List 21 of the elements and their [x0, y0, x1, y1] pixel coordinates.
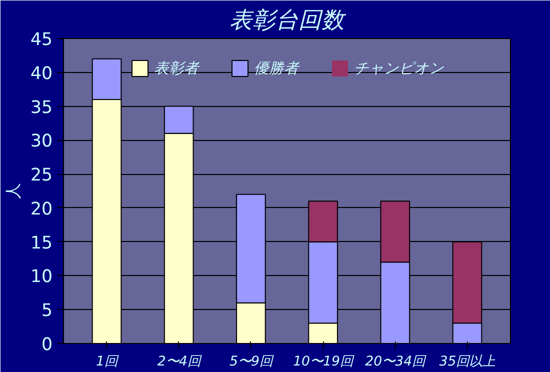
y-tick-label: 20 [30, 199, 53, 220]
y-tick-label: 10 [30, 267, 53, 288]
legend-label: 表彰者 [154, 58, 199, 78]
x-tick-label: 2〜4回 [157, 354, 202, 370]
y-tick-label: 25 [30, 166, 53, 186]
x-tick-label: 5〜9回 [229, 354, 274, 370]
y-tick-label: 45 [30, 30, 53, 50]
y-tick-label: 0 [41, 335, 53, 355]
x-tick-label: 1回 [96, 354, 120, 370]
y-tick-label: 15 [30, 233, 53, 254]
y-tick-label: 35 [30, 98, 53, 118]
chart-title: 表彰台回数 [230, 8, 346, 34]
y-tick-label: 40 [30, 64, 53, 84]
legend-label: チャンピオン [354, 58, 444, 78]
legend-label: 優勝者 [254, 58, 299, 78]
x-tick-label: 35回以上 [439, 354, 496, 370]
x-tick-label: 20〜34回 [365, 354, 428, 370]
x-tick-label: 10〜19回 [293, 354, 356, 370]
y-tick-label: 30 [30, 132, 53, 152]
y-axis-title: 人 [3, 183, 22, 199]
y-tick-label: 5 [41, 301, 53, 322]
